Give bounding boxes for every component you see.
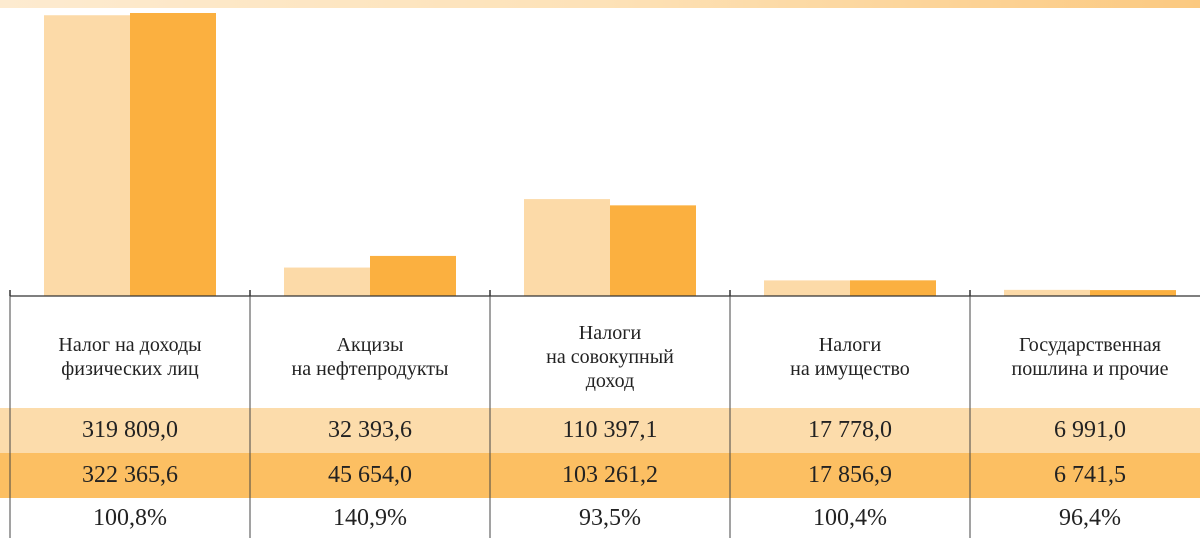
bar (610, 205, 696, 296)
value-cell: 6 991,0 (1054, 417, 1126, 443)
bar (1090, 290, 1176, 296)
row-band (0, 453, 1200, 498)
category-label: Налог на доходы физических лиц (58, 333, 202, 380)
ratio-cell: 140,9% (333, 504, 407, 531)
category-label: Государственная пошлина и прочие (1011, 333, 1169, 380)
bar (1004, 289, 1090, 296)
value-cell: 32 393,6 (328, 417, 412, 443)
category-label: Налоги на совокупный доход (546, 321, 674, 392)
value-cell: 319 809,0 (82, 417, 178, 443)
value-cell: 45 654,0 (328, 462, 412, 488)
bar (44, 15, 130, 296)
category-label: Акцизы на нефтепродукты (291, 333, 449, 380)
bar (130, 13, 216, 296)
bar (524, 199, 610, 296)
ratio-cell: 93,5% (579, 504, 641, 531)
bar (284, 267, 370, 296)
category-label: Налоги на имущество (790, 333, 910, 380)
value-cell: 6 741,5 (1054, 462, 1126, 488)
value-cell: 110 397,1 (562, 417, 658, 443)
bar (370, 255, 456, 296)
ratio-cell: 96,4% (1059, 504, 1121, 531)
ratio-cell: 100,4% (813, 504, 887, 531)
value-cell: 322 365,6 (82, 462, 178, 488)
top-strip (0, 0, 1200, 8)
value-cell: 103 261,2 (562, 462, 658, 488)
ratio-cell: 100,8% (93, 504, 167, 531)
value-cell: 17 778,0 (808, 417, 892, 443)
bar (850, 280, 936, 296)
value-cell: 17 856,9 (808, 462, 892, 488)
bar (764, 280, 850, 296)
row-band (0, 408, 1200, 453)
